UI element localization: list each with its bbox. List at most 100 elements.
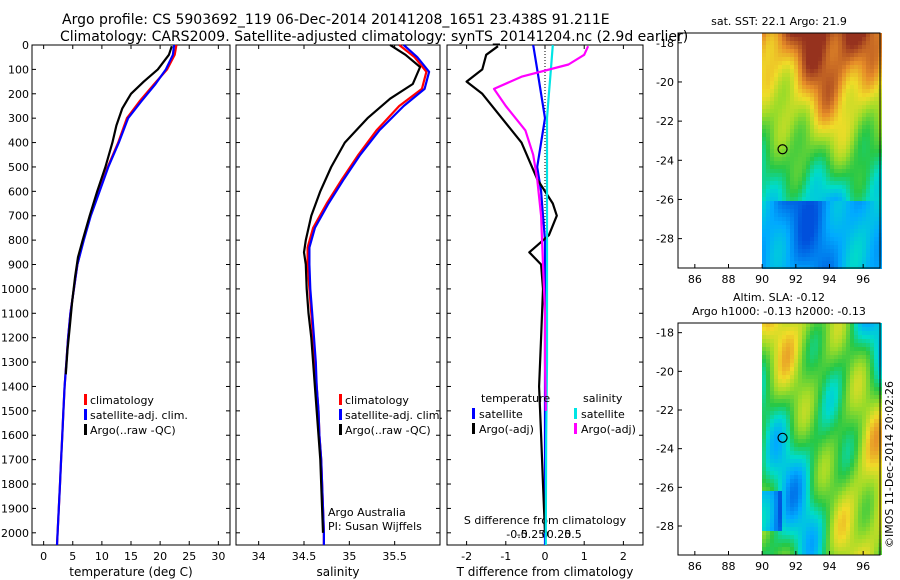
xtick-label: 1 <box>581 550 588 563</box>
legend-label: Argo(..raw -QC) <box>345 424 431 437</box>
ytick-label: 500 <box>8 161 29 174</box>
s-tick-label: -0.5 <box>506 528 527 541</box>
xtick-label: 35 <box>342 550 356 563</box>
legend-title-salinity: salinity <box>583 392 623 405</box>
ytick-label: 1900 <box>1 502 29 515</box>
map-xtick-label: 90 <box>755 273 769 286</box>
legend-swatch <box>472 423 475 434</box>
map-xtick-label: 86 <box>688 273 702 286</box>
sla-map-panel: 86 88 90 92 94 96 -18 -20 -22 -24 -26 -28 Altim. SLA… <box>656 291 883 573</box>
s-tick-label: -0.25 <box>517 528 545 541</box>
legend-label: climatology <box>90 394 154 407</box>
sst-map-cells <box>762 33 883 269</box>
map-ytick-label: -18 <box>656 37 674 50</box>
annotation-text: Argo Australia <box>328 506 406 519</box>
ytick-label: 200 <box>8 88 29 101</box>
map-ytick-label: -24 <box>656 443 674 456</box>
legend-title-temperature: temperature <box>481 392 550 405</box>
sla-map-cells <box>762 323 883 555</box>
s-tick-label: 0.25 <box>547 528 572 541</box>
s-tick-label: 0.5 <box>564 528 582 541</box>
sst-map-float-marker <box>777 144 788 155</box>
series-line-temperature-argo-adj- <box>465 45 558 533</box>
map-ytick-label: -26 <box>656 481 674 494</box>
map-ytick-label: -26 <box>656 193 674 206</box>
legend-label: satellite <box>581 408 625 421</box>
xtick-label: 35.5 <box>382 550 407 563</box>
salinity-profile-panel: 34 34.5 35 35.5 salinity climatology satellite… <box>235 44 443 579</box>
xtick-label: 0 <box>40 550 47 563</box>
xtick-label: 25 <box>182 550 196 563</box>
map-ytick-label: -20 <box>656 365 674 378</box>
legend-label: satellite-adj. clim. <box>90 409 188 422</box>
map-xtick-label: 96 <box>856 560 870 573</box>
map-xtick-label: 90 <box>755 560 769 573</box>
temperature-profile-xlabel: temperature (deg C) <box>69 565 192 579</box>
difference-profile-panel: -2 -1 0 1 2 T difference from climatology -0.5… <box>446 44 644 579</box>
map-ytick-label: -24 <box>656 154 674 167</box>
difference-profile-xlabel: T difference from climatology <box>456 565 634 579</box>
map-xtick-label: 86 <box>688 560 702 573</box>
series-line-salinity-argo-adj- <box>492 45 590 411</box>
legend-swatch <box>472 408 475 419</box>
ytick-label: 800 <box>8 234 29 247</box>
legend-swatch <box>339 409 342 420</box>
ytick-label: 1600 <box>1 429 29 442</box>
figure-title-line2: Climatology: CARS2009. Satellite-adjuste… <box>60 29 689 45</box>
series-line-argo-raw-qc- <box>64 45 173 375</box>
map-xtick-label: 96 <box>856 273 870 286</box>
series-line-satellite-adj-clim- <box>55 44 176 546</box>
figure-title-line1: Argo profile: CS 5903692_119 06-Dec-2014… <box>62 12 610 28</box>
sla-map-title-line1: Altim. SLA: -0.12 <box>733 291 825 304</box>
legend-label: Argo(-adj) <box>581 423 636 436</box>
series-line-argo-raw-qc- <box>302 44 422 533</box>
legend-swatch <box>84 424 87 435</box>
map-xtick-label: 92 <box>789 273 803 286</box>
ytick-label: 300 <box>8 112 29 125</box>
xtick-label: 34 <box>252 550 266 563</box>
ytick-label: 0 <box>22 39 29 52</box>
series-line-satellite-adj-clim- <box>308 44 431 545</box>
xtick-label: -1 <box>500 550 511 563</box>
map-ytick-label: -28 <box>656 520 674 533</box>
series-line-salinity-satellite <box>544 44 554 545</box>
map-ytick-label: -22 <box>656 115 674 128</box>
ytick-label: 1400 <box>1 380 29 393</box>
ytick-label: 600 <box>8 185 29 198</box>
annotation-text: PI: Susan Wijffels <box>328 520 422 533</box>
sst-map-panel: 86 88 90 92 94 96 -18 -20 -22 -24 -26 -28 sat. SST: … <box>656 15 883 286</box>
xtick-label: 2 <box>620 550 627 563</box>
ytick-label: 700 <box>8 210 29 223</box>
ytick-label: 1100 <box>1 307 29 320</box>
ytick-label: 1000 <box>1 283 29 296</box>
map-xtick-label: 94 <box>823 273 837 286</box>
ytick-label: 1500 <box>1 405 29 418</box>
legend-label: satellite-adj. clim. <box>345 409 443 422</box>
temperature-profile-panel: 0100200300400500600700800900100011001200… <box>1 39 231 579</box>
xtick-label: 34.5 <box>292 550 317 563</box>
sst-map-title: sat. SST: 22.1 Argo: 21.9 <box>711 15 847 28</box>
ytick-label: 1800 <box>1 478 29 491</box>
map-xtick-label: 92 <box>789 560 803 573</box>
map-ytick-label: -28 <box>656 233 674 246</box>
map-ytick-label: -20 <box>656 76 674 89</box>
xtick-label: 30 <box>211 550 225 563</box>
legend-label: Argo(..raw -QC) <box>90 424 176 437</box>
legend-swatch <box>84 409 87 420</box>
sla-map-float-marker <box>777 432 788 443</box>
map-ytick-label: -18 <box>656 327 674 340</box>
xtick-label: 15 <box>124 550 138 563</box>
xtick-label: 0 <box>542 550 549 563</box>
map-xtick-label: 88 <box>722 560 736 573</box>
ytick-label: 1300 <box>1 356 29 369</box>
sst-map-frame <box>677 32 881 269</box>
map-xtick-label: 88 <box>722 273 736 286</box>
series-line-climatology <box>55 44 178 546</box>
legend-label: satellite <box>479 408 523 421</box>
salinity-profile-xlabel: salinity <box>316 565 359 579</box>
xtick-label: 5 <box>69 550 76 563</box>
legend-label: Argo(-adj) <box>479 423 534 436</box>
copyright-label: ©IMOS 11-Dec-2014 20:02:26 <box>883 381 896 548</box>
salinity-profile-frame <box>235 44 441 546</box>
